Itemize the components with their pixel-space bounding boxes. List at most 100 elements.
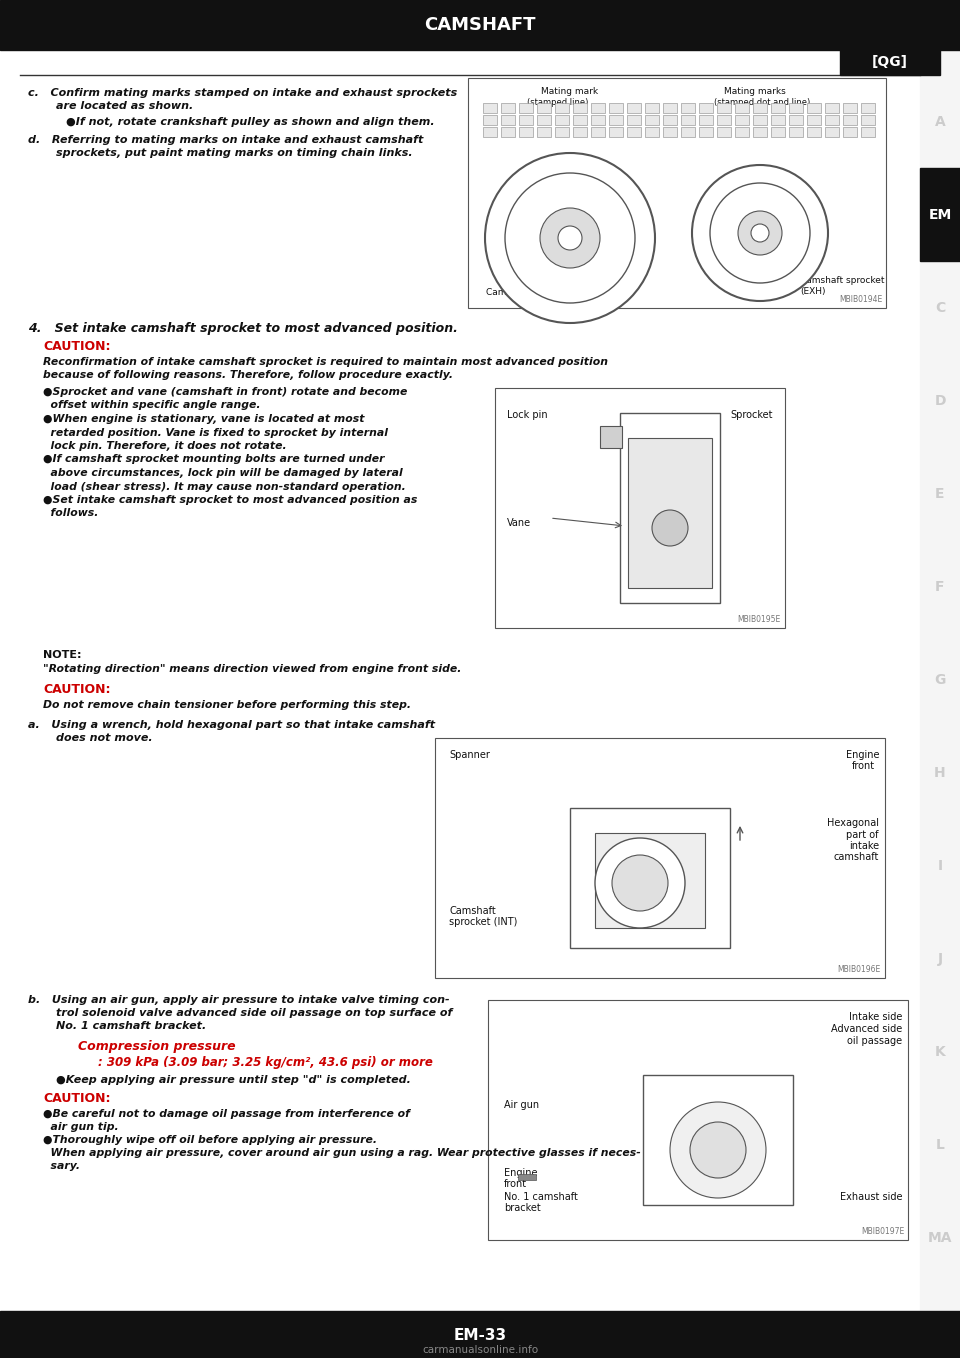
Text: lock pin. Therefore, it does not rotate.: lock pin. Therefore, it does not rotate.	[43, 441, 287, 451]
Text: : 309 kPa (3.09 bar; 3.25 kg/cm², 43.6 psi) or more: : 309 kPa (3.09 bar; 3.25 kg/cm², 43.6 p…	[98, 1057, 433, 1069]
Bar	[627, 115, 641, 125]
Text: Camshaft sprocket: Camshaft sprocket	[800, 276, 884, 285]
Bar	[501, 128, 515, 137]
Bar	[789, 115, 803, 125]
Text: does not move.: does not move.	[56, 733, 153, 743]
Text: Lock pin: Lock pin	[507, 410, 547, 420]
Text: MBIB0194E: MBIB0194E	[839, 295, 882, 304]
Text: EM-33: EM-33	[453, 1328, 507, 1343]
Circle shape	[485, 153, 655, 323]
Bar	[771, 103, 785, 113]
Text: (EXH): (EXH)	[800, 287, 826, 296]
Text: a.   Using a wrench, hold hexagonal part so that intake camshaft: a. Using a wrench, hold hexagonal part s…	[28, 720, 435, 731]
Bar	[0, 1310, 960, 1358]
Circle shape	[710, 183, 810, 282]
Text: offset within specific angle range.: offset within specific angle range.	[43, 401, 260, 410]
Text: F: F	[935, 580, 945, 593]
Text: "Rotating direction" means direction viewed from engine front side.: "Rotating direction" means direction vie…	[43, 664, 462, 674]
Bar	[645, 103, 659, 113]
Bar	[825, 128, 839, 137]
Text: MA: MA	[927, 1232, 952, 1245]
Bar	[789, 103, 803, 113]
Bar	[807, 115, 821, 125]
Text: ●Sprocket and vane (camshaft in front) rotate and become: ●Sprocket and vane (camshaft in front) r…	[43, 387, 407, 397]
Text: front: front	[504, 1179, 527, 1190]
Bar	[555, 128, 569, 137]
Text: Engine: Engine	[847, 750, 879, 760]
Bar	[591, 115, 605, 125]
Bar	[840, 50, 940, 75]
Circle shape	[652, 511, 688, 546]
Text: (stamped dot and line): (stamped dot and line)	[714, 98, 810, 107]
Text: c.   Confirm mating marks stamped on intake and exhaust sprockets: c. Confirm mating marks stamped on intak…	[28, 88, 457, 98]
Bar	[717, 128, 731, 137]
Bar	[771, 115, 785, 125]
Bar	[717, 115, 731, 125]
Text: follows.: follows.	[43, 508, 98, 519]
Text: trol solenoid valve advanced side oil passage on top surface of: trol solenoid valve advanced side oil pa…	[56, 1008, 452, 1018]
Bar	[518, 1175, 536, 1180]
Bar	[591, 128, 605, 137]
Text: Sprocket: Sprocket	[731, 410, 773, 420]
Text: Air gun: Air gun	[504, 1100, 540, 1109]
Bar	[861, 128, 875, 137]
Text: NOTE:: NOTE:	[43, 650, 82, 660]
Bar	[843, 115, 857, 125]
Bar	[537, 115, 551, 125]
Text: H: H	[934, 766, 946, 779]
Bar	[843, 103, 857, 113]
Text: Spanner: Spanner	[449, 750, 490, 760]
Text: C: C	[935, 300, 946, 315]
Text: Mating mark: Mating mark	[541, 87, 599, 96]
Bar	[483, 103, 497, 113]
Text: [QG]: [QG]	[872, 56, 908, 69]
Bar	[825, 115, 839, 125]
Bar	[609, 128, 623, 137]
Bar	[681, 103, 695, 113]
Bar	[807, 128, 821, 137]
Text: sary.: sary.	[43, 1161, 80, 1171]
Text: ●If not, rotate crankshaft pulley as shown and align them.: ●If not, rotate crankshaft pulley as sho…	[66, 117, 435, 128]
Text: air gun tip.: air gun tip.	[43, 1122, 119, 1133]
Text: ●Be careful not to damage oil passage from interference of: ●Be careful not to damage oil passage fr…	[43, 1109, 410, 1119]
Bar	[663, 103, 677, 113]
Bar	[735, 103, 749, 113]
Text: J: J	[937, 952, 943, 967]
Bar	[861, 115, 875, 125]
Text: When applying air pressure, cover around air gun using a rag. Wear protective gl: When applying air pressure, cover around…	[43, 1148, 640, 1158]
Bar	[468, 77, 886, 308]
Bar	[807, 103, 821, 113]
Text: CAUTION:: CAUTION:	[43, 683, 110, 697]
Bar	[920, 50, 960, 1310]
Text: Intake side: Intake side	[849, 1012, 902, 1023]
Text: because of following reasons. Therefore, follow procedure exactly.: because of following reasons. Therefore,…	[43, 369, 453, 380]
Bar	[501, 103, 515, 113]
Text: E: E	[935, 488, 945, 501]
Bar	[573, 115, 587, 125]
Bar	[735, 115, 749, 125]
Text: (stamped line): (stamped line)	[527, 98, 588, 107]
Text: camshaft: camshaft	[833, 851, 879, 862]
Bar	[717, 103, 731, 113]
Text: front: front	[852, 760, 875, 771]
Bar	[789, 128, 803, 137]
Text: b.   Using an air gun, apply air pressure to intake valve timing con-: b. Using an air gun, apply air pressure …	[28, 995, 449, 1005]
Circle shape	[540, 208, 600, 268]
Circle shape	[690, 1122, 746, 1177]
Bar	[681, 115, 695, 125]
Text: ●Thoroughly wipe off oil before applying air pressure.: ●Thoroughly wipe off oil before applying…	[43, 1135, 377, 1145]
Bar	[753, 115, 767, 125]
Bar	[663, 128, 677, 137]
Bar	[620, 413, 720, 603]
Bar	[645, 128, 659, 137]
Text: A: A	[935, 114, 946, 129]
Text: Engine: Engine	[504, 1168, 538, 1177]
Text: retarded position. Vane is fixed to sprocket by internal: retarded position. Vane is fixed to spro…	[43, 428, 388, 437]
Bar	[627, 128, 641, 137]
Text: MBIB0196E: MBIB0196E	[838, 966, 881, 974]
Circle shape	[558, 225, 582, 250]
Bar	[663, 115, 677, 125]
Bar	[920, 168, 960, 261]
Text: Hexagonal: Hexagonal	[827, 818, 879, 828]
Text: Reconfirmation of intake camshaft sprocket is required to maintain most advanced: Reconfirmation of intake camshaft sprock…	[43, 357, 608, 367]
